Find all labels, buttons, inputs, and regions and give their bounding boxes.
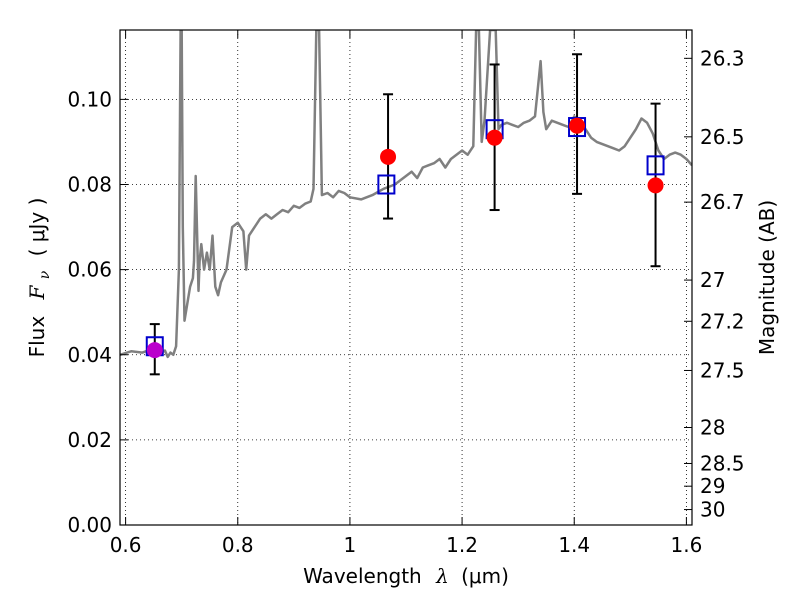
x-tick-label: 0.6	[110, 533, 142, 557]
y2-tick-label: 29	[700, 474, 725, 498]
y-axis-label-symbol: F	[25, 284, 49, 300]
y2-tick-label: 27.5	[700, 358, 745, 382]
y2-tick-label: 27	[700, 268, 725, 292]
errorbar-series	[149, 53, 661, 376]
axis-ticks: 0.6 0.8 1 1.2 1.4 1.6 0.00 0.02 0.04 0.06 0.08 0.10…	[67, 30, 745, 557]
observed-point	[380, 148, 397, 165]
plot-frame	[119, 29, 693, 526]
x-axis-label-prefix: Wavelength	[303, 564, 422, 588]
model-point	[646, 155, 665, 176]
x-tick-label: 1.4	[558, 533, 590, 557]
y2-tick-label: 30	[700, 498, 725, 522]
observed-photometry-series	[146, 117, 664, 359]
y2-tick-label: 28.5	[700, 451, 745, 475]
y-axis-label-prefix: Flux	[25, 316, 49, 358]
grid	[120, 30, 692, 526]
model-point	[377, 174, 396, 195]
y-axis-label: Flux F ν ( μJy )	[25, 198, 54, 358]
x-axis-label: Wavelength λ (μm)	[303, 564, 509, 588]
y-tick-label: 0.06	[67, 258, 112, 282]
x-axis-label-unit: (μm)	[461, 564, 509, 588]
model-photometry-series	[145, 117, 665, 357]
y-tick-label: 0.10	[67, 87, 112, 111]
y2-axis-label: Magnitude (AB)	[755, 200, 779, 355]
spectrum-line	[120, 30, 692, 359]
spectrum-series	[120, 30, 692, 359]
y2-tick-label: 27.2	[700, 309, 745, 333]
y-tick-label: 0.00	[67, 513, 112, 537]
y-tick-label: 0.08	[67, 173, 112, 197]
x-tick-label: 1.2	[446, 533, 478, 557]
observed-point	[146, 342, 163, 359]
x-tick-label: 0.8	[222, 533, 254, 557]
x-tick-label: 1.6	[670, 533, 702, 557]
y-tick-label: 0.02	[67, 428, 112, 452]
y2-tick-label: 26.5	[700, 125, 745, 149]
y-axis-label-subscript: ν	[37, 270, 53, 279]
x-tick-label: 1	[344, 533, 357, 557]
y2-tick-label: 28	[700, 415, 725, 439]
x-axis-label-symbol: λ	[435, 564, 449, 588]
y-axis-label-unit: ( μJy )	[25, 198, 49, 257]
observed-point	[569, 117, 586, 134]
y2-tick-label: 26.3	[700, 46, 745, 70]
y-tick-label: 0.04	[67, 343, 112, 367]
y2-tick-label: 26.7	[700, 190, 745, 214]
observed-point	[486, 129, 503, 146]
observed-point	[647, 177, 664, 194]
